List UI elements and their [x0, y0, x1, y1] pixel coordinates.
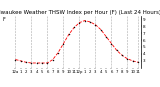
Title: Milwaukee Weather THSW Index per Hour (F) (Last 24 Hours): Milwaukee Weather THSW Index per Hour (F…	[0, 10, 160, 15]
Text: F: F	[2, 17, 5, 22]
